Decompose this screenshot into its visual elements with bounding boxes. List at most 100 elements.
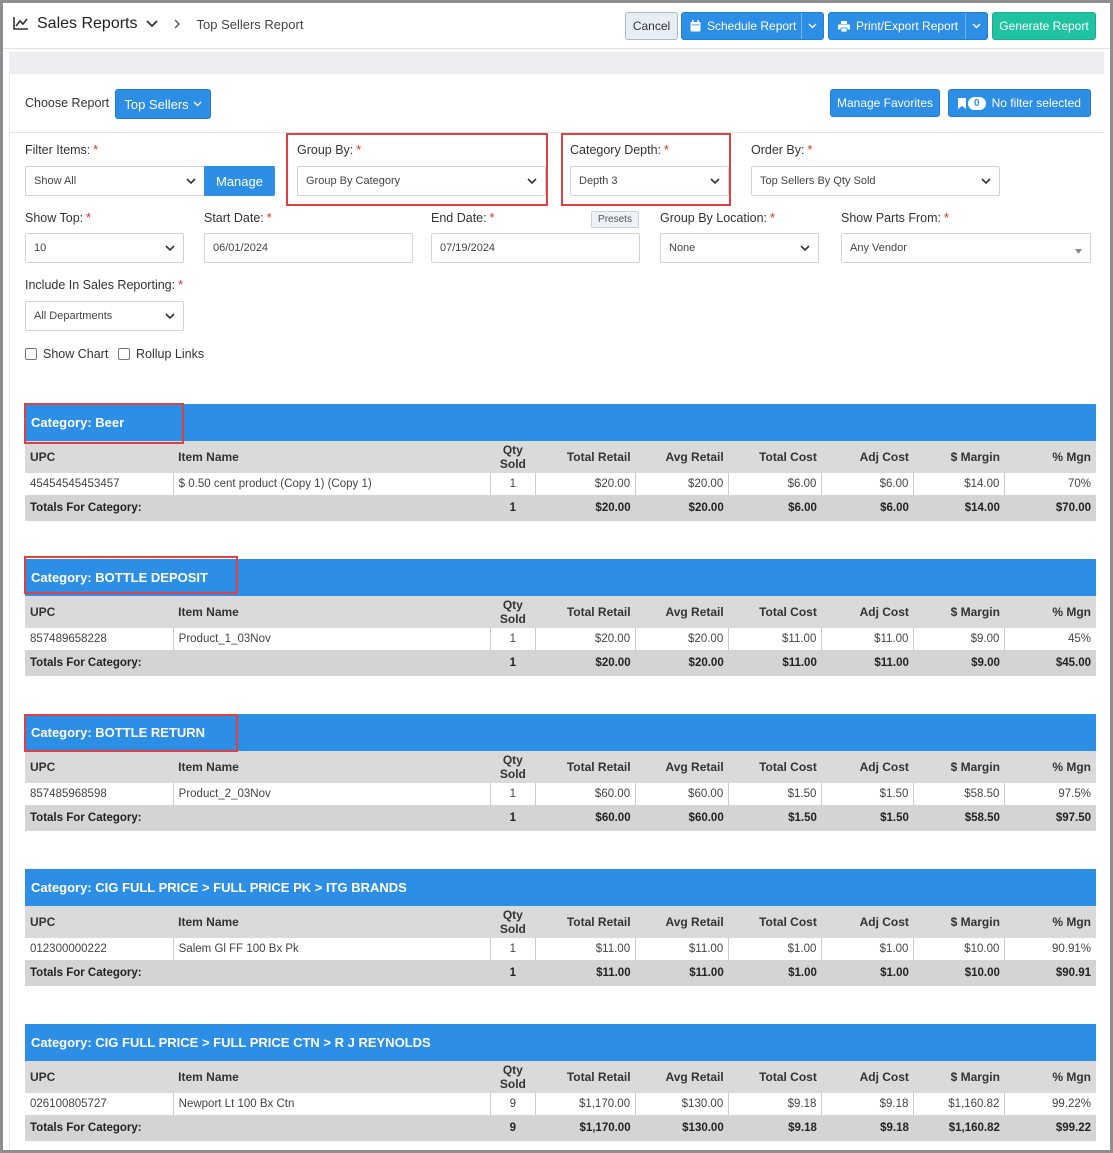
generate-report-button[interactable]: Generate Report (992, 12, 1096, 40)
column-header[interactable]: UPC (25, 906, 174, 938)
column-header[interactable]: Total Cost (728, 1061, 822, 1093)
sales-reports-menu[interactable]: Sales Reports (37, 15, 138, 32)
end-date-input[interactable]: 07/19/2024 (431, 233, 640, 263)
column-header[interactable]: Avg Retail (635, 441, 729, 473)
column-header[interactable]: Total Retail (535, 596, 636, 628)
category-section: Category: BOTTLE RETURN UPC Item Name Qty S… (25, 714, 1096, 831)
checkbox-box[interactable] (118, 348, 130, 360)
column-header[interactable]: $ Margin (913, 906, 1005, 938)
filter-items-select[interactable]: Show All (25, 166, 205, 196)
group-by-location-label: Group By Location: * (660, 211, 775, 225)
table-cell: $6.00 (728, 473, 823, 495)
schedule-report-button[interactable]: Schedule Report (681, 12, 824, 40)
totals-cell: $14.00 (913, 495, 1005, 521)
rollup-links-checkbox[interactable]: Rollup Links (118, 347, 204, 361)
chevron-down-icon[interactable] (145, 17, 158, 31)
column-header[interactable]: Avg Retail (635, 1061, 729, 1093)
table-cell: 70% (1004, 473, 1096, 495)
totals-cell: 1 (490, 650, 536, 676)
chevron-down-icon[interactable] (965, 13, 987, 39)
table-cell: 857485968598 (25, 783, 174, 805)
group-by-select[interactable]: Group By Category (297, 166, 546, 196)
column-header[interactable]: Adj Cost (821, 596, 914, 628)
column-header[interactable]: Qty Sold (490, 906, 536, 938)
column-header[interactable]: $ Margin (913, 441, 1005, 473)
presets-button[interactable]: Presets (591, 211, 639, 228)
report-select[interactable]: Top Sellers (115, 89, 211, 119)
category-depth-select[interactable]: Depth 3 (570, 166, 729, 196)
column-header[interactable]: Item Name (173, 906, 491, 938)
order-by-select[interactable]: Top Sellers By Qty Sold (751, 166, 1000, 196)
column-header[interactable]: Total Cost (728, 596, 822, 628)
column-header[interactable]: $ Margin (913, 596, 1005, 628)
column-header[interactable]: Total Retail (535, 906, 636, 938)
column-header[interactable]: Item Name (173, 1061, 491, 1093)
table-row[interactable]: 857485968598 Product_2_03Nov 1 $60.00 $60.00… (25, 783, 1096, 805)
table-row[interactable]: 026100805727 Newport Lt 100 Bx Ctn 9 $1,170… (25, 1093, 1096, 1115)
manage-favorites-button[interactable]: Manage Favorites (830, 89, 940, 117)
table-cell: $6.00 (821, 473, 915, 495)
cancel-button[interactable]: Cancel (625, 12, 678, 40)
include-in-sales-select[interactable]: All Departments (25, 301, 184, 331)
column-header[interactable]: Total Cost (728, 751, 822, 783)
column-header[interactable]: % Mgn (1004, 906, 1096, 938)
category-section: Category: CIG FULL PRICE > FULL PRICE CT… (25, 1024, 1096, 1141)
column-header[interactable]: Total Cost (728, 441, 822, 473)
print-export-button[interactable]: Print/Export Report (828, 12, 988, 40)
column-header[interactable]: UPC (25, 1061, 174, 1093)
table-row[interactable]: 857489658228 Product_1_03Nov 1 $20.00 $20.00… (25, 628, 1096, 650)
column-header[interactable]: Adj Cost (821, 906, 914, 938)
checkbox-box[interactable] (25, 348, 37, 360)
group-by-location-select[interactable]: None (660, 233, 819, 263)
table-cell: $1.50 (728, 783, 823, 805)
caret-down-icon (1075, 245, 1082, 257)
column-header[interactable]: % Mgn (1004, 751, 1096, 783)
column-header[interactable]: UPC (25, 441, 174, 473)
column-header[interactable]: Item Name (173, 596, 491, 628)
column-header[interactable]: UPC (25, 596, 174, 628)
column-header[interactable]: $ Margin (913, 1061, 1005, 1093)
totals-cell: $9.00 (913, 650, 1005, 676)
column-header[interactable]: % Mgn (1004, 441, 1096, 473)
column-header[interactable]: UPC (25, 751, 174, 783)
column-header[interactable]: Total Retail (535, 751, 636, 783)
column-header[interactable]: Qty Sold (490, 596, 536, 628)
table-cell: $11.00 (635, 938, 730, 960)
totals-cell: $1.00 (821, 960, 914, 986)
start-date-input[interactable]: 06/01/2024 (204, 233, 413, 263)
column-header[interactable]: % Mgn (1004, 1061, 1096, 1093)
column-header[interactable]: Adj Cost (821, 441, 914, 473)
column-header[interactable]: Total Retail (535, 1061, 636, 1093)
chevron-down-icon[interactable] (801, 13, 823, 39)
column-header[interactable]: Qty Sold (490, 441, 536, 473)
column-header[interactable]: Item Name (173, 751, 491, 783)
filter-status-button[interactable]: 0 No filter selected (948, 89, 1091, 117)
top-bar: Sales Reports Top Sellers Report Cancel … (3, 3, 1110, 49)
show-chart-checkbox[interactable]: Show Chart (25, 347, 108, 361)
column-header[interactable]: Total Retail (535, 441, 636, 473)
category-title: Category: CIG FULL PRICE > FULL PRICE CT… (25, 1024, 1096, 1061)
column-header[interactable]: Adj Cost (821, 751, 914, 783)
category-table: UPC Item Name Qty Sold Total Retail Avg Reta… (25, 906, 1096, 986)
column-header[interactable]: Item Name (173, 441, 491, 473)
column-header[interactable]: Avg Retail (635, 751, 729, 783)
chevron-down-icon (710, 176, 720, 188)
manage-filter-button[interactable]: Manage (204, 166, 275, 196)
show-top-select[interactable]: 10 (25, 233, 184, 263)
column-header[interactable]: Avg Retail (635, 596, 729, 628)
totals-row: Totals For Category: 1 $60.00 $60.00 $1.50 $1… (25, 805, 1096, 831)
table-cell: Salem Gl FF 100 Bx Pk (173, 938, 492, 960)
show-parts-from-select[interactable]: Any Vendor (841, 233, 1091, 263)
column-header[interactable]: Qty Sold (490, 1061, 536, 1093)
column-header[interactable]: Total Cost (728, 906, 822, 938)
column-header[interactable]: Adj Cost (821, 1061, 914, 1093)
totals-label: Totals For Category: (25, 495, 491, 521)
table-cell: $20.00 (535, 473, 637, 495)
column-header[interactable]: Qty Sold (490, 751, 536, 783)
table-cell: 857489658228 (25, 628, 174, 650)
column-header[interactable]: % Mgn (1004, 596, 1096, 628)
column-header[interactable]: Avg Retail (635, 906, 729, 938)
column-header[interactable]: $ Margin (913, 751, 1005, 783)
table-row[interactable]: 012300000222 Salem Gl FF 100 Bx Pk 1 $11.00… (25, 938, 1096, 960)
table-row[interactable]: 45454545453457 $ 0.50 cent product (Copy … (25, 473, 1096, 495)
